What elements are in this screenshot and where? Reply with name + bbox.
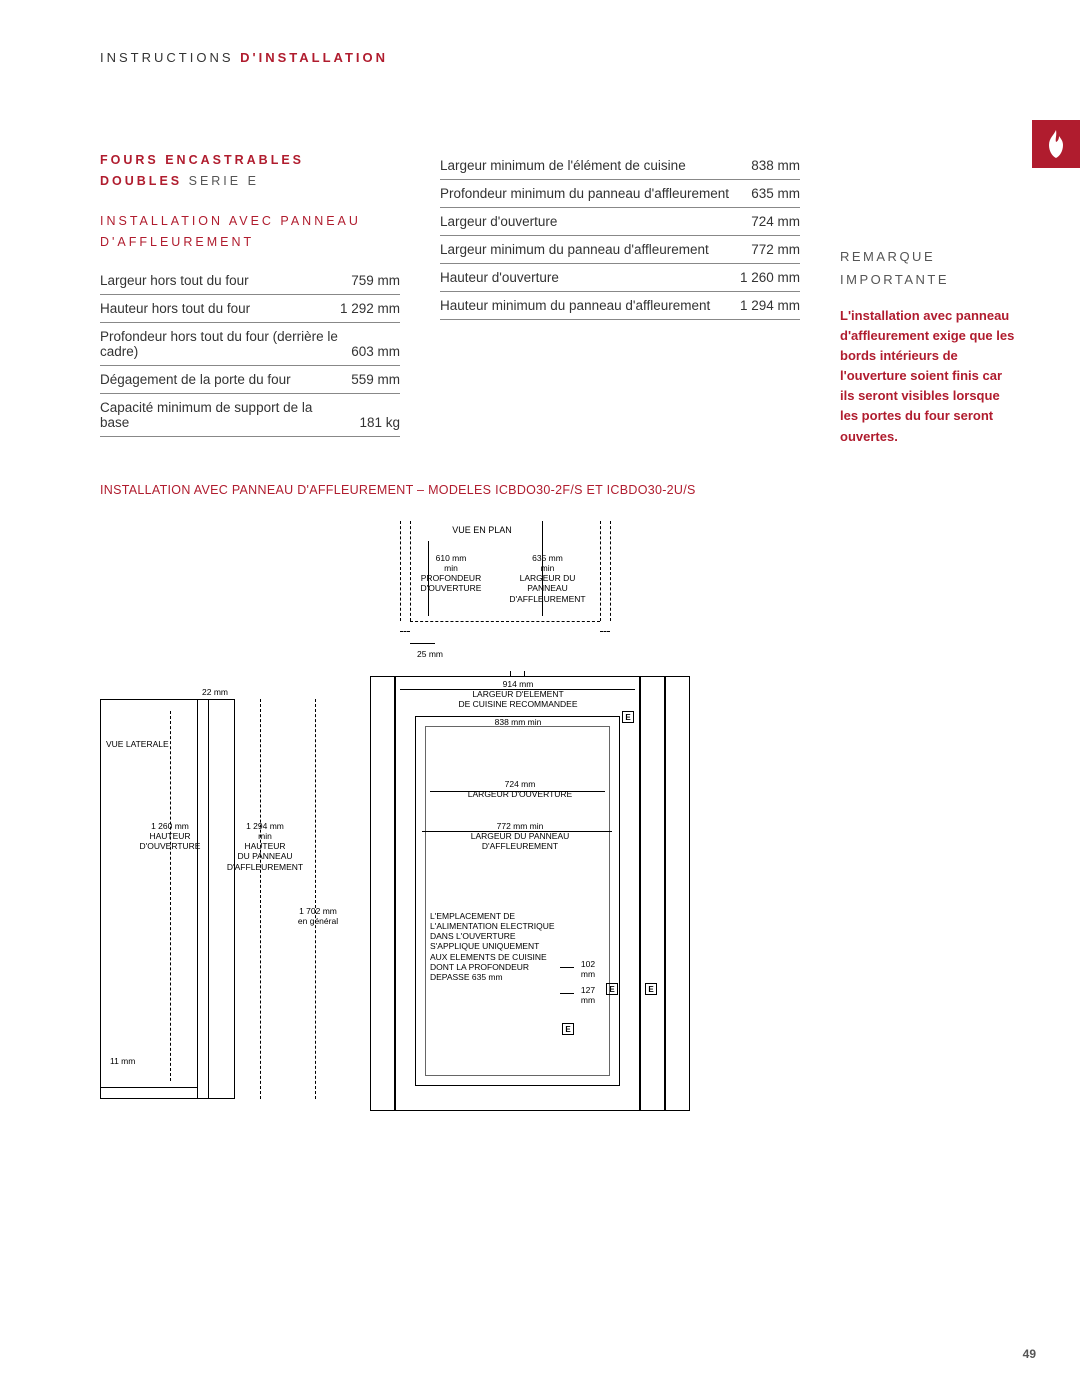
side-label: VUE LATERALE [106, 739, 169, 749]
diagram-title: INSTALLATION AVEC PANNEAU D'AFFLEUREMENT… [100, 483, 1080, 497]
sidebar: REMARQUE IMPORTANTE L'installation avec … [840, 245, 1020, 447]
table-row: Hauteur minimum du panneau d'affleuremen… [440, 292, 800, 320]
section-title-2: DOUBLES SERIE E [100, 171, 400, 192]
elec-marker: E [562, 1023, 574, 1035]
table-row: Largeur hors tout du four759 mm [100, 267, 400, 295]
left-spec-table: Largeur hors tout du four759 mm Hauteur … [100, 267, 400, 437]
table-row: Hauteur d'ouverture1 260 mm [440, 264, 800, 292]
plan-label: VUE EN PLAN [452, 525, 512, 536]
section-subtitle: INSTALLATION AVEC PANNEAU D'AFFLEUREMENT [100, 211, 400, 254]
header-accent: D'INSTALLATION [240, 50, 388, 65]
sidebar-note: L'installation avec panneau d'affleureme… [840, 306, 1020, 447]
table-row: Hauteur hors tout du four1 292 mm [100, 295, 400, 323]
flame-tab [1032, 120, 1080, 168]
elec-marker: E [645, 983, 657, 995]
section-title-1: FOURS ENCASTRABLES [100, 150, 400, 171]
elec-marker: E [606, 983, 618, 995]
flame-icon [1044, 130, 1068, 158]
right-spec-table: Largeur minimum de l'élément de cuisine8… [440, 152, 800, 320]
sidebar-heading: REMARQUE IMPORTANTE [840, 245, 1020, 292]
table-row: Dégagement de la porte du four559 mm [100, 366, 400, 394]
elec-note: L'EMPLACEMENT DE L'ALIMENTATION ELECTRIQ… [430, 911, 555, 982]
left-column: FOURS ENCASTRABLES DOUBLES SERIE E INSTA… [100, 150, 400, 447]
mid-column: Largeur minimum de l'élément de cuisine8… [440, 150, 800, 447]
page-header: INSTRUCTIONS D'INSTALLATION [100, 50, 1080, 65]
table-row: Largeur minimum de l'élément de cuisine8… [440, 152, 800, 180]
side-outline [100, 699, 235, 1099]
elec-marker: E [622, 711, 634, 723]
content-columns: FOURS ENCASTRABLES DOUBLES SERIE E INSTA… [100, 150, 1080, 447]
technical-diagram: VUE EN PLAN 610 mmmin PROFONDEURD'OUVERT… [100, 521, 800, 1141]
table-row: Profondeur minimum du panneau d'affleure… [440, 180, 800, 208]
table-row: Largeur d'ouverture724 mm [440, 208, 800, 236]
table-row: Profondeur hors tout du four (derrière l… [100, 323, 400, 366]
table-row: Largeur minimum du panneau d'affleuremen… [440, 236, 800, 264]
table-row: Capacité minimum de support de la base18… [100, 394, 400, 437]
header-prefix: INSTRUCTIONS [100, 50, 234, 65]
page-number: 49 [1023, 1347, 1036, 1361]
